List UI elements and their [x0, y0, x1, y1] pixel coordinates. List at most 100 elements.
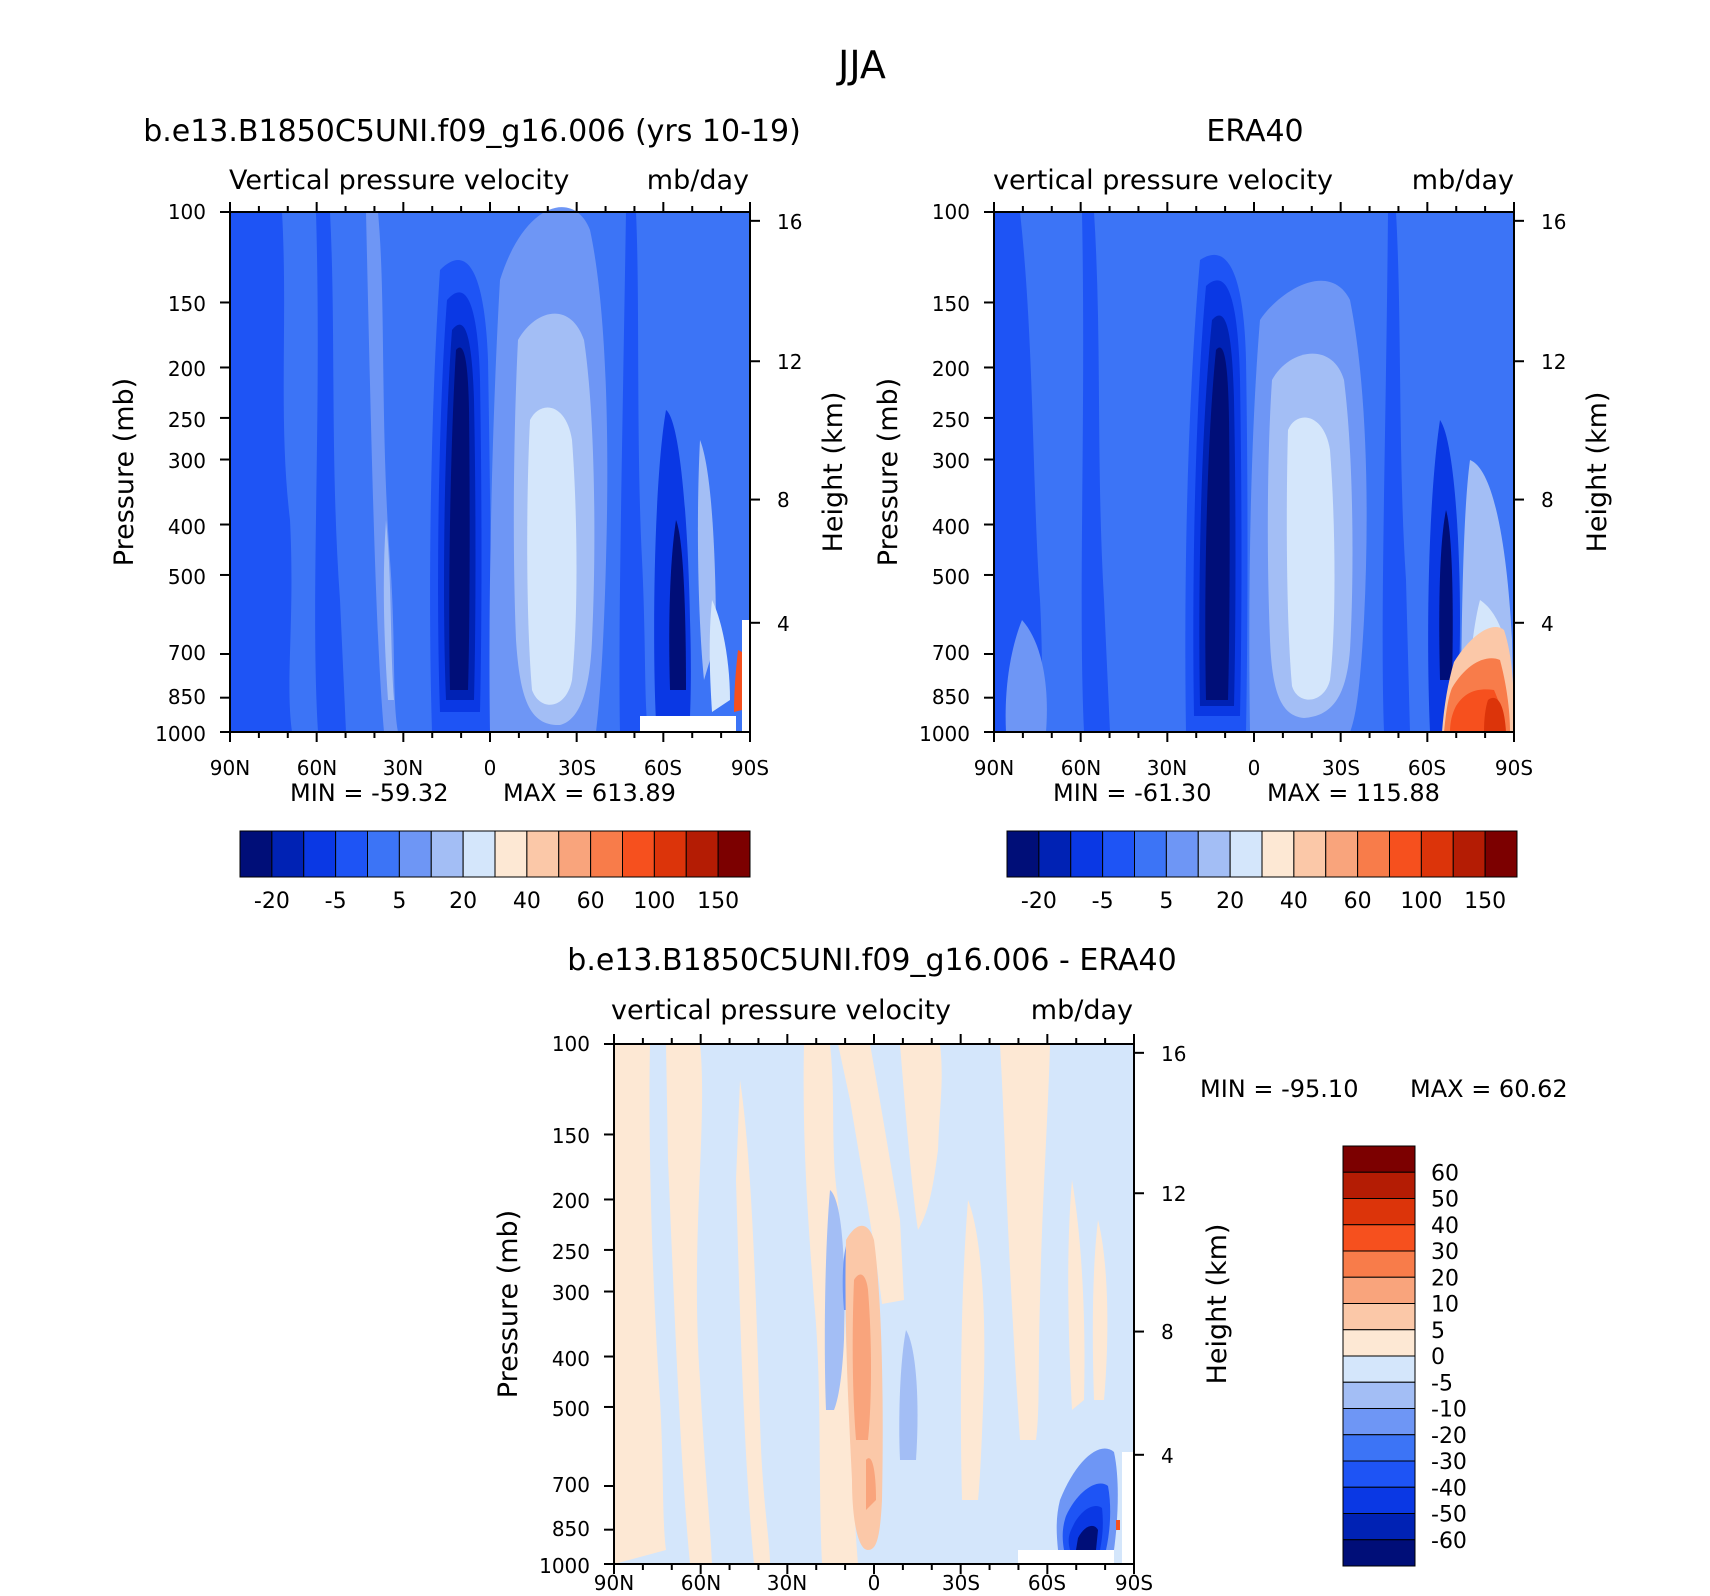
model-field-band-right — [619, 212, 648, 732]
diff-field-positive-core2 — [866, 1458, 876, 1510]
y-tick-label: 100 — [932, 200, 970, 224]
colorbar-swatch — [1342, 1198, 1416, 1226]
diff-max-label: MAX = 60.62 — [1410, 1075, 1568, 1103]
colorbar-swatch — [1229, 830, 1263, 878]
model-field-darker-band-left — [230, 212, 292, 732]
y-tick-label: 250 — [932, 408, 970, 432]
era40-field-descent-core — [1286, 417, 1335, 700]
era40-y-ticks: 100 150 200 250 300 400 500 700 850 1000 — [919, 200, 970, 746]
x-tick-label: 30N — [383, 756, 423, 780]
diff-field-warm-band-f — [960, 1200, 985, 1500]
colorbar-swatch — [1389, 830, 1422, 878]
y-tick-label: 300 — [552, 1281, 590, 1305]
era40-field-polar-updraft-core — [1439, 510, 1453, 680]
axis-tick-marks — [220, 202, 1524, 1574]
model-field-masked-edge — [742, 620, 750, 732]
colorbar-label: -60 — [1431, 1529, 1467, 1554]
diff-field-masked-topography — [1018, 1550, 1114, 1564]
diff-field-warm-band-g — [1000, 1044, 1050, 1440]
model-min-label: MIN = -59.32 — [290, 779, 448, 807]
colorbar-label: 30 — [1431, 1240, 1459, 1265]
y-tick-label: 200 — [552, 1189, 590, 1213]
colorbar-swatch — [653, 830, 687, 878]
colorbar-swatch — [1102, 830, 1135, 878]
x-tick-label: 90N — [974, 756, 1014, 780]
x-tick-label: 60N — [681, 1571, 721, 1595]
x-tick-label: 0 — [484, 756, 497, 780]
colorbar-swatch — [1342, 1276, 1416, 1304]
colorbar-label: 100 — [1400, 889, 1442, 914]
height-tick-label: 16 — [1541, 210, 1566, 234]
height-tick-label: 12 — [1161, 1182, 1186, 1206]
y-tick-label: 500 — [168, 565, 206, 589]
y-tick-label: 250 — [168, 408, 206, 432]
diff-field-warm-band-h — [1068, 1180, 1085, 1410]
diff-field-warm-left — [614, 1044, 666, 1564]
x-tick-label: 30N — [767, 1571, 807, 1595]
panel-difference-subtitle-right: mb/day — [1031, 995, 1133, 1026]
colorbar-label: 60 — [1431, 1161, 1459, 1186]
colorbar-swatch — [558, 830, 592, 878]
colorbar-label: -5 — [1431, 1371, 1453, 1396]
y-tick-label: 850 — [168, 685, 206, 709]
x-tick-label: 90N — [594, 1571, 634, 1595]
height-tick-label: 4 — [1161, 1444, 1174, 1468]
colorbar-label: -20 — [1021, 889, 1057, 914]
panel-model-field — [229, 207, 751, 733]
colorbar-swatch — [430, 830, 464, 878]
diff-field-warm-band-d — [838, 1044, 904, 1304]
panel-model: b.e13.B1850C5UNI.f09_g16.006 (yrs 10-19)… — [109, 114, 849, 807]
model-ylabel-right: Height (km) — [818, 392, 849, 553]
colorbar-swatch — [303, 830, 337, 878]
colorbar-swatch — [335, 830, 368, 878]
colorbar-label: 20 — [1216, 889, 1244, 914]
colorbar-swatch — [1342, 1434, 1416, 1462]
x-tick-label: 60S — [1028, 1571, 1066, 1595]
era40-field-band-left — [994, 212, 1044, 732]
diff-field-warm-band-a — [666, 1044, 712, 1564]
colorbar-swatch — [239, 830, 273, 878]
panel-era40-field — [993, 211, 1515, 733]
colorbar-swatch — [1261, 830, 1295, 878]
y-tick-label: 700 — [552, 1473, 590, 1497]
era40-min-label: MIN = -61.30 — [1053, 779, 1211, 807]
colorbar-swatch — [1342, 1408, 1416, 1436]
x-tick-label: 90S — [1115, 1571, 1153, 1595]
panel-model-subtitle-left: Vertical pressure velocity — [229, 165, 569, 196]
model-colorbar: -20 -5 5 20 40 60 100 150 — [239, 830, 751, 914]
colorbar-swatch — [494, 830, 528, 878]
colorbar-label: 20 — [449, 889, 477, 914]
x-tick-label: 0 — [868, 1571, 881, 1595]
y-tick-label: 400 — [932, 515, 970, 539]
x-tick-label: 60S — [644, 756, 682, 780]
height-tick-label: 8 — [1161, 1320, 1174, 1344]
y-tick-label: 200 — [168, 357, 206, 381]
model-field-masked-topography — [640, 716, 736, 732]
colorbar-swatch — [1420, 830, 1454, 878]
diff-x-ticks: 90N 60N 30N 0 30S 60S 90S — [594, 1571, 1153, 1595]
model-field-descent-core — [527, 407, 577, 705]
era40-ylabel-right: Height (km) — [1582, 392, 1613, 553]
colorbar-swatch — [1342, 1171, 1416, 1199]
era40-max-label: MAX = 115.88 — [1267, 779, 1440, 807]
colorbar-swatch — [1197, 830, 1231, 878]
era40-field-warm-core-right — [1484, 697, 1506, 732]
colorbar-swatch — [590, 830, 623, 878]
y-tick-label: 150 — [552, 1124, 590, 1148]
colorbar-swatch — [1342, 1539, 1416, 1567]
panel-era40-subtitle-left: vertical pressure velocity — [993, 165, 1333, 196]
x-tick-label: 0 — [1248, 756, 1261, 780]
diff-ylabel-right: Height (km) — [1202, 1224, 1233, 1385]
colorbar-label: -10 — [1431, 1398, 1467, 1423]
y-tick-label: 100 — [552, 1032, 590, 1056]
x-tick-label: 60N — [297, 756, 337, 780]
colorbar-label: 50 — [1431, 1188, 1459, 1213]
y-tick-label: 150 — [168, 292, 206, 316]
difference-axes: Pressure (mb) Height (km) 100 150 200 25… — [493, 1032, 1568, 1595]
colorbar-swatch — [1452, 830, 1486, 878]
colorbar-label: 5 — [1159, 889, 1173, 914]
diff-field-polar-positive — [1116, 1520, 1120, 1530]
colorbar-swatch — [1342, 1250, 1416, 1278]
